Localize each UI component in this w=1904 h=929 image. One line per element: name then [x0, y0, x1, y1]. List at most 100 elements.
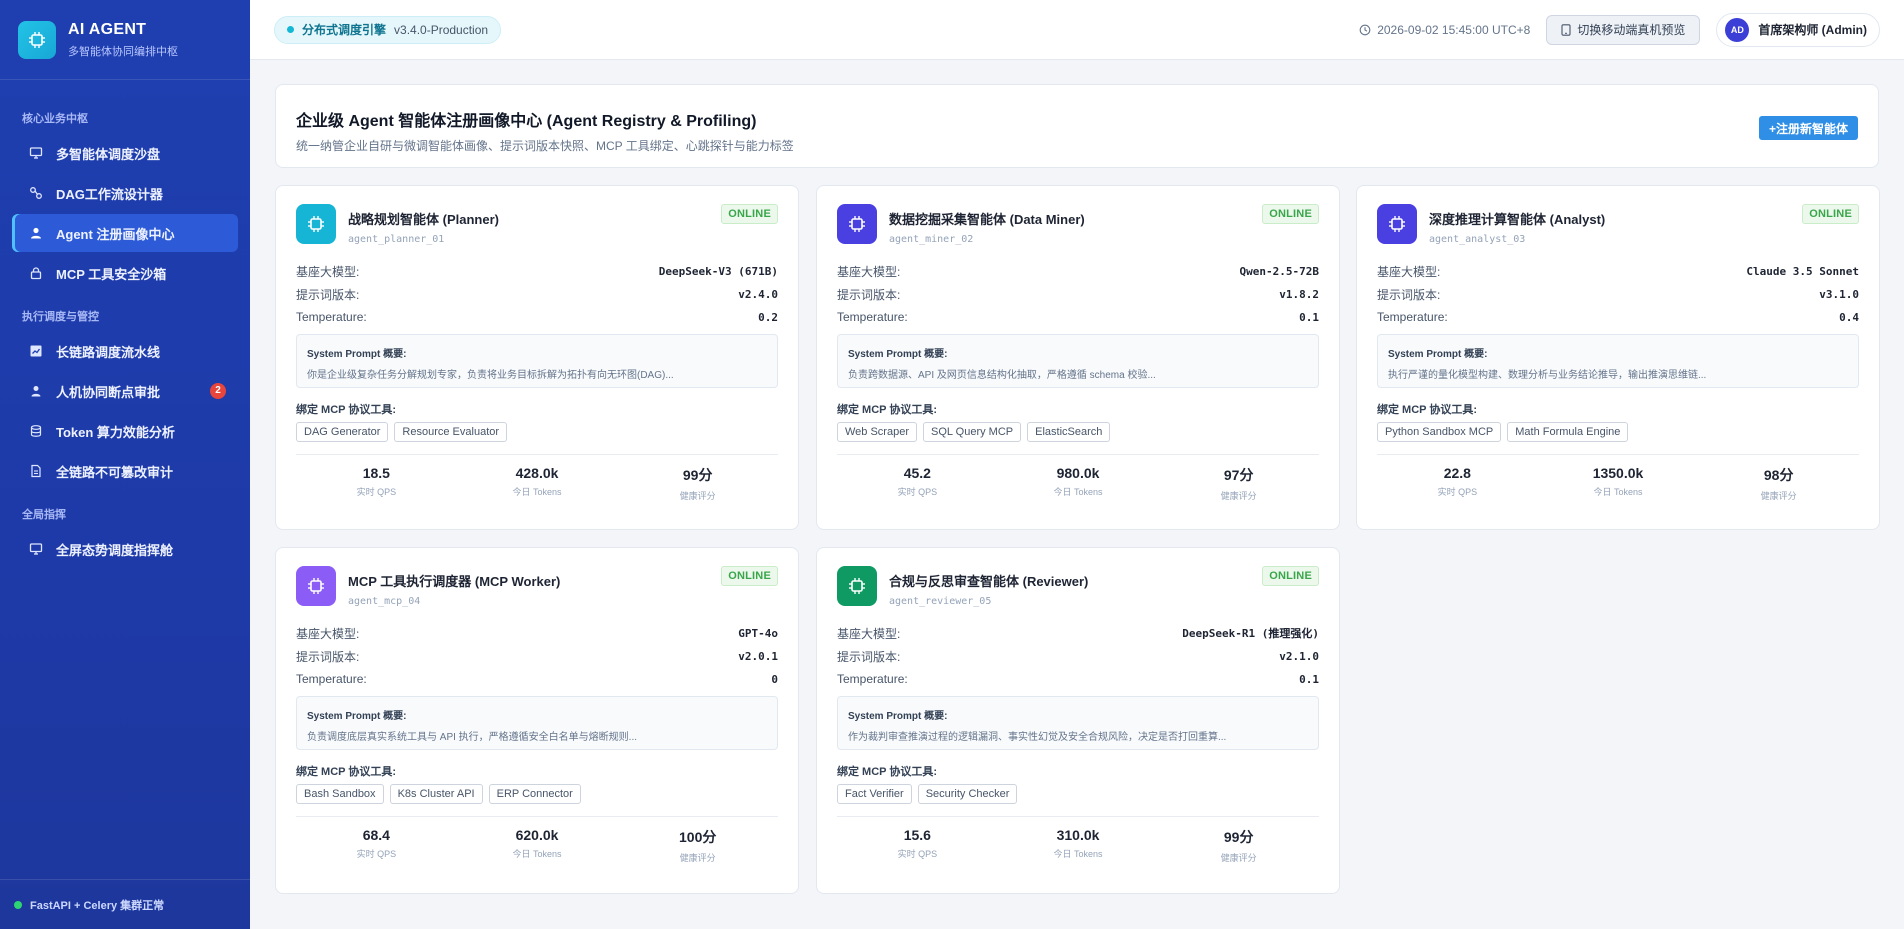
prompt-summary: System Prompt 概要: 负责跨数据源、API 及网页信息结构化抽取，…: [837, 334, 1319, 388]
page-subtitle: 统一纳管企业自研与微调智能体画像、提示词版本快照、MCP 工具绑定、心跳探针与能…: [296, 139, 794, 153]
status-badge: ONLINE: [721, 204, 778, 224]
clock-icon: [1359, 24, 1371, 35]
approval-count-badge: 2: [210, 383, 226, 399]
model-value: DeepSeek-R1 (推理强化): [1182, 627, 1319, 640]
user-menu[interactable]: AD 首席架构师 (Admin): [1716, 12, 1880, 47]
sidebar-item-token-analytics[interactable]: Token 算力效能分析: [12, 412, 238, 450]
topbar: 分布式调度引擎 v3.4.0-Production 2026-09-02 15:…: [250, 0, 1904, 60]
tool-list: Bash Sandbox K8s Cluster API ERP Connector: [296, 784, 778, 804]
agent-metrics: 22.8 实时 QPS 1350.0k 今日 Tokens 98分 健康评分: [1377, 454, 1859, 502]
temperature-value: 0: [771, 672, 778, 686]
agent-card[interactable]: 战略规划智能体 (Planner) agent_planner_01 ONLIN…: [275, 185, 799, 530]
register-agent-button[interactable]: +注册新智能体: [1758, 116, 1858, 140]
qps-value: 15.6: [903, 827, 931, 843]
model-label: 基座大模型:: [296, 626, 360, 641]
prompt-version-value: v3.1.0: [1819, 287, 1859, 301]
temperature-value: 0.1: [1299, 310, 1319, 324]
page-header: 企业级 Agent 智能体注册画像中心 (Agent Registry & Pr…: [275, 84, 1879, 168]
tool-tag: Bash Sandbox: [296, 784, 384, 804]
prompt-summary-label: System Prompt 概要:: [1388, 349, 1488, 360]
status-badge: ONLINE: [721, 566, 778, 586]
sidebar-item-mcp-sandbox[interactable]: MCP 工具安全沙箱: [12, 254, 238, 292]
sidebar-item-label: 全链路不可篡改审计: [56, 464, 174, 480]
engine-name: 分布式调度引擎: [302, 23, 387, 37]
temperature-label: Temperature:: [296, 310, 367, 324]
agent-card[interactable]: 数据挖掘采集智能体 (Data Miner) agent_miner_02 ON…: [816, 185, 1340, 530]
mobile-preview-button[interactable]: 切换移动端真机预览: [1546, 14, 1701, 45]
health-label: 健康评分: [679, 491, 716, 501]
cluster-status: FastAPI + Celery 集群正常: [0, 879, 250, 929]
qps-value: 22.8: [1443, 465, 1471, 481]
temperature-value: 0.2: [758, 310, 778, 324]
tokens-label: 今日 Tokens: [1053, 849, 1103, 859]
agent-card[interactable]: 深度推理计算智能体 (Analyst) agent_analyst_03 ONL…: [1356, 185, 1880, 530]
agent-metrics: 68.4 实时 QPS 620.0k 今日 Tokens 100分 健康评分: [296, 816, 778, 864]
tool-tag: Resource Evaluator: [394, 422, 508, 442]
sidebar-item-agent-registry[interactable]: Agent 注册画像中心: [12, 214, 238, 252]
agent-card[interactable]: 合规与反思审查智能体 (Reviewer) agent_reviewer_05 …: [816, 547, 1340, 894]
prompt-summary: System Prompt 概要: 执行严谨的量化模型构建、数理分析与业务结论推…: [1377, 334, 1859, 388]
database-icon: [28, 423, 44, 439]
agent-card[interactable]: MCP 工具执行调度器 (MCP Worker) agent_mcp_04 ON…: [275, 547, 799, 894]
tokens-label: 今日 Tokens: [1053, 487, 1103, 497]
brand: AI AGENT 多智能体协同编排中枢: [0, 0, 250, 80]
tokens-value: 980.0k: [1056, 465, 1100, 481]
nav-section-exec: 执行调度与管控: [22, 311, 99, 323]
agent-metrics: 18.5 实时 QPS 428.0k 今日 Tokens 99分 健康评分: [296, 454, 778, 502]
status-badge: ONLINE: [1262, 566, 1319, 586]
health-value: 99分: [682, 467, 713, 483]
agent-name: 合规与反思审查智能体 (Reviewer): [889, 574, 1089, 589]
cluster-status-text: FastAPI + Celery 集群正常: [30, 899, 165, 912]
status-badge: ONLINE: [1802, 204, 1859, 224]
sidebar-item-approval[interactable]: 人机协同断点审批 2: [12, 372, 238, 410]
brand-subtitle: 多智能体协同编排中枢: [68, 45, 178, 58]
tools-label: 绑定 MCP 协议工具:: [1377, 404, 1478, 416]
agent-name: MCP 工具执行调度器 (MCP Worker): [348, 574, 561, 589]
prompt-summary-label: System Prompt 概要:: [848, 711, 948, 722]
sidebar-item-audit[interactable]: 全链路不可篡改审计: [12, 452, 238, 490]
prompt-version-label: 提示词版本:: [296, 649, 360, 664]
workflow-icon: [28, 185, 44, 201]
sidebar: AI AGENT 多智能体协同编排中枢 核心业务中枢 多智能体调度沙盘 DAG工…: [0, 0, 250, 929]
sidebar-item-label: 多智能体调度沙盘: [56, 146, 161, 162]
health-label: 健康评分: [1220, 853, 1257, 863]
chip-icon: [18, 20, 56, 59]
agent-name: 战略规划智能体 (Planner): [348, 212, 499, 227]
sidebar-item-dag-designer[interactable]: DAG工作流设计器: [12, 174, 238, 212]
health-label: 健康评分: [1220, 491, 1257, 501]
prompt-version-label: 提示词版本:: [1377, 287, 1441, 302]
tool-list: Python Sandbox MCP Math Formula Engine: [1377, 422, 1859, 442]
tool-tag: Python Sandbox MCP: [1377, 422, 1502, 442]
health-value: 99分: [1223, 829, 1254, 845]
tool-list: DAG Generator Resource Evaluator: [296, 422, 778, 442]
qps-label: 实时 QPS: [897, 487, 938, 497]
prompt-version-value: v2.1.0: [1279, 649, 1319, 663]
tool-tag: Security Checker: [917, 784, 1018, 804]
qps-value: 68.4: [362, 827, 390, 843]
agent-name: 深度推理计算智能体 (Analyst): [1429, 212, 1606, 227]
chart-icon: [28, 343, 44, 359]
sidebar-item-label: Token 算力效能分析: [56, 424, 175, 440]
tokens-label: 今日 Tokens: [512, 487, 562, 497]
user-icon: [28, 225, 44, 241]
tool-tag: Fact Verifier: [837, 784, 912, 804]
prompt-version-value: v2.0.1: [738, 649, 778, 663]
model-label: 基座大模型:: [837, 626, 901, 641]
prompt-summary-text: 负责跨数据源、API 及网页信息结构化抽取，严格遵循 schema 校验...: [848, 370, 1156, 381]
prompt-summary-label: System Prompt 概要:: [307, 349, 407, 360]
sidebar-item-label: MCP 工具安全沙箱: [56, 266, 167, 282]
prompt-summary-text: 你是企业级复杂任务分解规划专家，负责将业务目标拆解为拓扑有向无环图(DAG)..…: [307, 370, 674, 381]
sidebar-item-pipeline[interactable]: 长链路调度流水线: [12, 332, 238, 370]
health-value: 100分: [679, 829, 717, 845]
qps-value: 18.5: [362, 465, 390, 481]
temperature-label: Temperature:: [296, 672, 367, 686]
nav-section-global: 全局指挥: [22, 509, 66, 521]
temperature-label: Temperature:: [837, 672, 908, 686]
tool-tag: DAG Generator: [296, 422, 389, 442]
lock-icon: [28, 265, 44, 281]
sidebar-item-command-center[interactable]: 全屏态势调度指挥舱: [12, 530, 238, 568]
prompt-version-label: 提示词版本:: [837, 649, 901, 664]
prompt-summary-label: System Prompt 概要:: [307, 711, 407, 722]
sidebar-item-dispatch-board[interactable]: 多智能体调度沙盘: [12, 134, 238, 172]
chip-icon: [837, 566, 877, 606]
